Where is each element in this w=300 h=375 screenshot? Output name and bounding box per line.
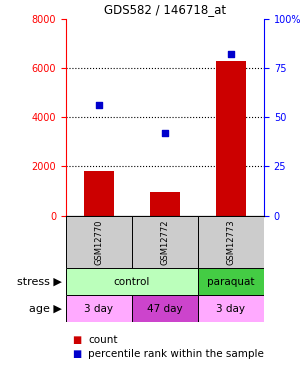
Bar xyxy=(216,61,246,216)
Text: paraquat: paraquat xyxy=(207,277,255,286)
Bar xyxy=(66,268,198,295)
Bar xyxy=(198,295,264,322)
Bar xyxy=(66,295,132,322)
Text: percentile rank within the sample: percentile rank within the sample xyxy=(88,349,264,359)
Title: GDS582 / 146718_at: GDS582 / 146718_at xyxy=(104,3,226,16)
Text: GSM12772: GSM12772 xyxy=(160,219,169,265)
Text: 47 day: 47 day xyxy=(147,304,183,313)
Bar xyxy=(66,216,132,268)
Text: control: control xyxy=(114,277,150,286)
Bar xyxy=(132,295,198,322)
Bar xyxy=(198,268,264,295)
Point xyxy=(163,130,167,136)
Bar xyxy=(132,216,198,268)
Text: 3 day: 3 day xyxy=(217,304,245,313)
Bar xyxy=(84,171,114,216)
Text: GSM12770: GSM12770 xyxy=(94,219,103,265)
Text: age ▶: age ▶ xyxy=(28,304,61,313)
Point xyxy=(97,102,101,108)
Text: stress ▶: stress ▶ xyxy=(16,277,62,286)
Text: GSM12773: GSM12773 xyxy=(226,219,236,265)
Text: 3 day: 3 day xyxy=(85,304,113,313)
Bar xyxy=(198,216,264,268)
Text: ■: ■ xyxy=(72,335,81,345)
Bar xyxy=(150,192,180,216)
Point xyxy=(229,51,233,57)
Text: ■: ■ xyxy=(72,349,81,359)
Text: count: count xyxy=(88,335,118,345)
